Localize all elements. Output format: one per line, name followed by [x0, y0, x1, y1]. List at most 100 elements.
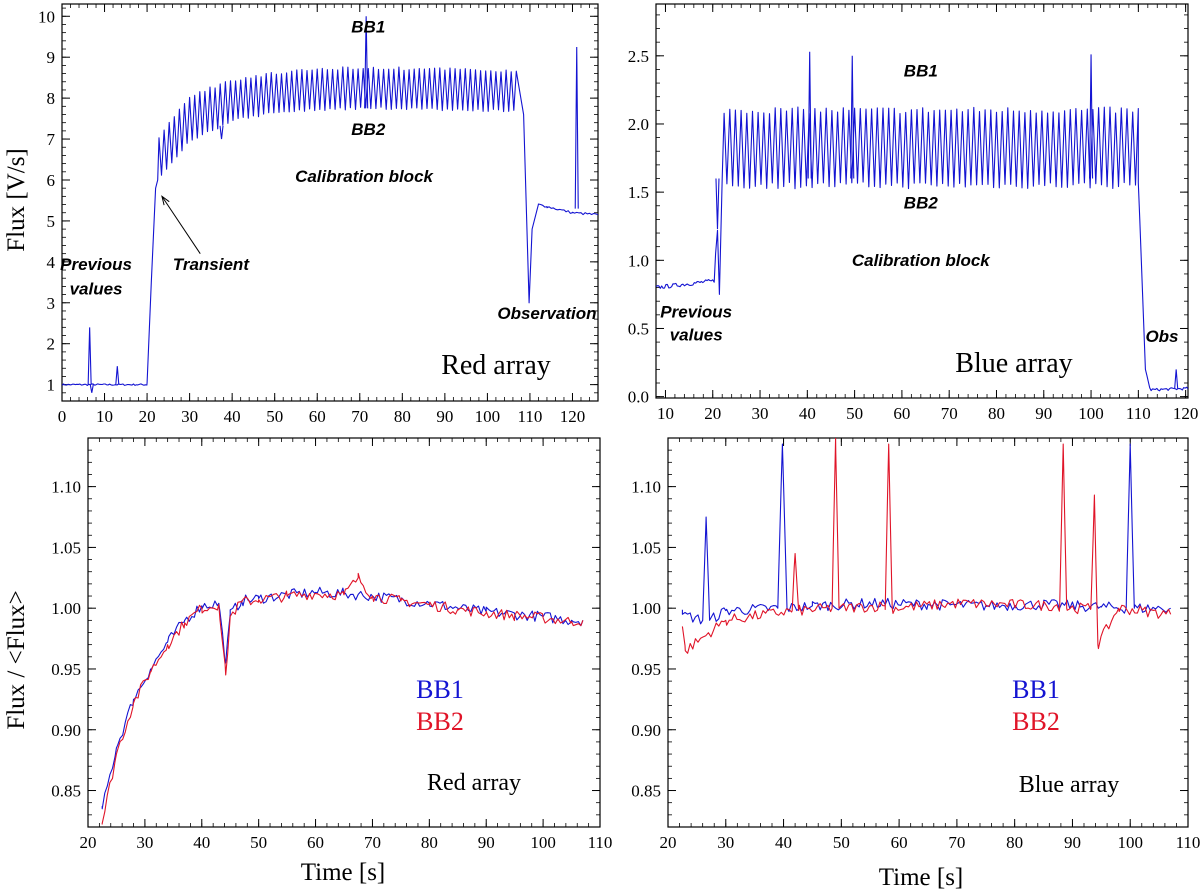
series-line-BB2 [681, 438, 1172, 654]
x-tick-label: 30 [717, 833, 734, 852]
annotation-label: BB2 [904, 193, 939, 212]
y-tick-label: 1.00 [631, 599, 661, 618]
plot-frame [87, 437, 601, 828]
x-tick-label: 70 [941, 404, 958, 423]
y-tick-label: 1 [47, 376, 56, 395]
series-line-blue [62, 66, 598, 386]
x-tick-label: 30 [752, 404, 769, 423]
x-tick-label: 60 [893, 404, 910, 423]
x-axis-label-left: Time [s] [301, 859, 386, 886]
y-axis-label-top: Flux [V/s] [3, 148, 30, 251]
panel-bottom-right: 20 30 40 50 60 70 80 90 100 110 0.85 0.90 0.95 1.00 1.… [631, 437, 1200, 852]
series-line-BB1 [101, 586, 584, 810]
x-tick-label: 100 [530, 833, 556, 852]
x-tick-label: 0 [58, 407, 67, 426]
panel-bottom-left: 20 30 40 50 60 70 80 90 100 110 0.85 0.90 0.95 1.00 1.… [51, 437, 613, 852]
x-tick-label: 20 [660, 833, 677, 852]
y-tick-label: 6 [47, 171, 56, 190]
spike-mark [89, 384, 94, 393]
x-tick-label: 90 [436, 407, 453, 426]
x-tick-label: 40 [775, 833, 792, 852]
y-tick-label: 0.90 [51, 721, 81, 740]
x-tick-label: 110 [588, 833, 613, 852]
panel-label: Red array [427, 770, 521, 796]
x-tick-label: 70 [364, 833, 381, 852]
spike-mark [115, 366, 120, 385]
x-tick-label: 80 [394, 407, 411, 426]
annotation-label: Calibration block [852, 251, 991, 270]
annotation-label: values [70, 280, 123, 299]
y-tick-label: 0.90 [631, 721, 661, 740]
x-tick-label: 120 [1173, 404, 1199, 423]
x-tick-label: 80 [421, 833, 438, 852]
y-tick-label: 3 [47, 294, 56, 313]
spike-mark [87, 327, 92, 385]
x-tick-label: 20 [80, 833, 97, 852]
x-tick-label: 60 [891, 833, 908, 852]
x-tick-label: 110 [1176, 833, 1200, 852]
x-axis-label-right: Time [s] [879, 864, 964, 891]
x-tick-label: 100 [1117, 833, 1143, 852]
annotation-label: Previous [60, 255, 132, 274]
x-tick-label: 40 [224, 407, 241, 426]
spike-mark [574, 46, 579, 209]
x-tick-label: 10 [657, 404, 674, 423]
y-tick-label: 0.85 [631, 782, 661, 801]
legend-entry-bb1: BB1 [1012, 675, 1060, 704]
plot-area [656, 51, 1188, 392]
x-tick-label: 60 [309, 407, 326, 426]
x-tick-label: 40 [193, 833, 210, 852]
plot-frame [667, 437, 1189, 828]
spike-mark [850, 55, 855, 179]
x-tick-label: 110 [517, 407, 542, 426]
y-tick-label: 1.00 [51, 599, 81, 618]
series-line-BB2 [101, 572, 584, 825]
x-tick-label: 90 [1064, 833, 1081, 852]
annotation-label: Transient [173, 255, 251, 274]
panel-top-right: 10 20 30 40 50 60 70 80 90 100 110 120 0.0 0.5 1.0 1.5 2… [628, 3, 1199, 423]
y-tick-label: 1.0 [628, 251, 649, 270]
y-tick-label: 1.05 [51, 538, 81, 557]
y-tick-label: 0.95 [631, 660, 661, 679]
y-tick-label: 2.0 [628, 115, 649, 134]
x-tick-label: 100 [475, 407, 501, 426]
plot-area [62, 16, 598, 393]
y-tick-label: 1.10 [631, 478, 661, 497]
spike-mark [1089, 54, 1094, 179]
annotation-label: values [670, 326, 723, 345]
panel-label: Blue array [1019, 772, 1120, 798]
x-tick-label: 40 [799, 404, 816, 423]
panel-top-left: 0 10 20 30 40 50 60 70 80 90 100 110 120 1 2 3 4 5 6 7 8 9 10 B… [38, 3, 599, 426]
x-tick-label: 30 [181, 407, 198, 426]
spike-mark [1174, 369, 1179, 389]
x-tick-label: 90 [1035, 404, 1052, 423]
x-tick-label: 70 [948, 833, 965, 852]
plot-frame [655, 3, 1189, 399]
x-tick-label: 20 [704, 404, 721, 423]
x-tick-label: 50 [846, 404, 863, 423]
x-tick-label: 50 [833, 833, 850, 852]
x-tick-label: 80 [988, 404, 1005, 423]
legend-entry-bb1: BB1 [416, 675, 464, 704]
spike-mark [715, 178, 720, 229]
y-tick-label: 0.85 [51, 782, 81, 801]
panel-label: Blue array [955, 348, 1072, 379]
y-tick-label: 5 [47, 212, 56, 231]
x-tick-label: 120 [560, 407, 586, 426]
arrow-head [161, 195, 170, 206]
x-tick-label: 80 [1006, 833, 1023, 852]
annotation-label: Observation [497, 304, 596, 323]
y-tick-label: 0.95 [51, 660, 81, 679]
panel-label: Red array [441, 350, 551, 381]
y-tick-label: 1.10 [51, 478, 81, 497]
annotation-label: BB1 [351, 18, 385, 37]
x-tick-label: 30 [136, 833, 153, 852]
annotation-label: Obs [1145, 327, 1178, 346]
series-line-blue [656, 106, 1188, 392]
x-tick-label: 10 [96, 407, 113, 426]
y-tick-label: 1.5 [628, 183, 649, 202]
annotation-label: Previous [660, 303, 732, 322]
y-tick-label: 10 [38, 7, 55, 26]
y-axis-label-bottom: Flux / <Flux> [3, 590, 30, 729]
